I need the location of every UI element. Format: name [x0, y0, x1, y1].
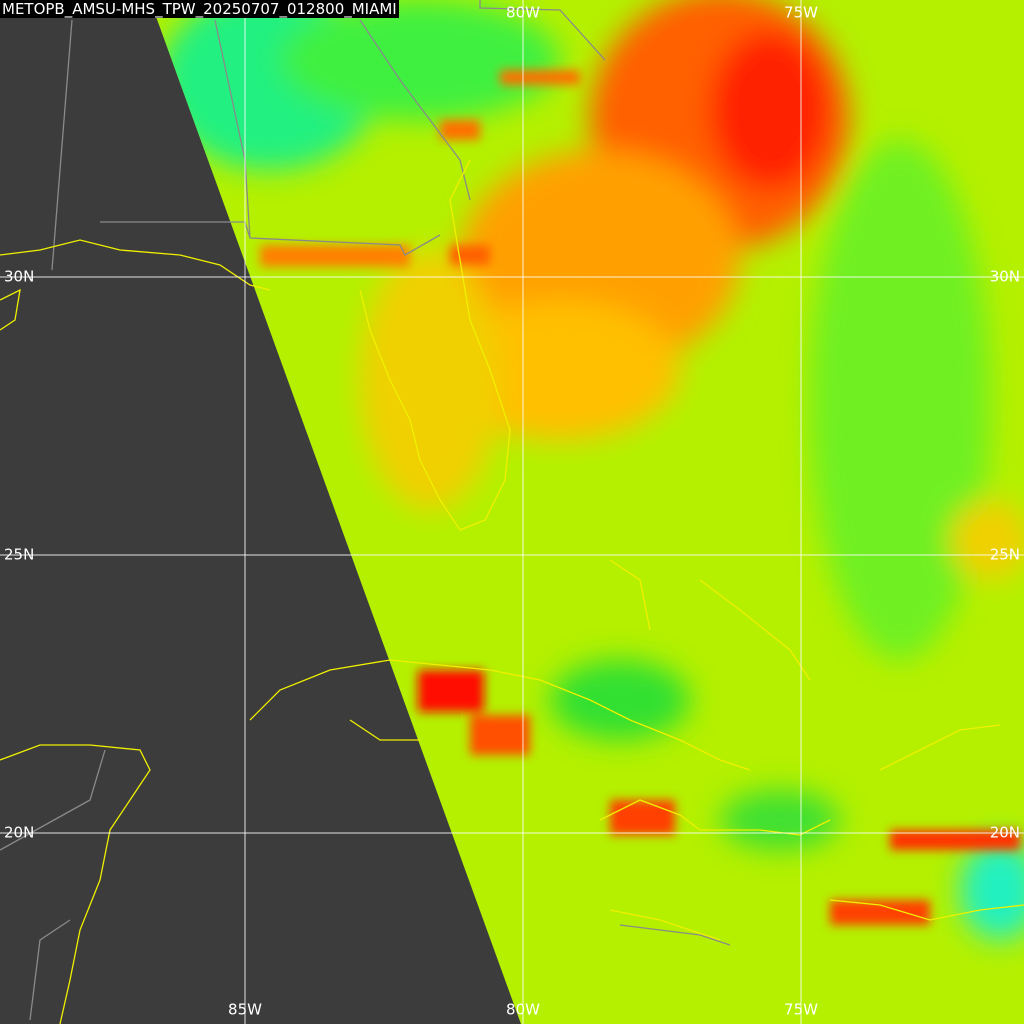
lon-label: 80W — [506, 4, 540, 22]
lon-label: 75W — [784, 4, 818, 22]
lon-label: 80W — [506, 1001, 540, 1019]
lat-label: 20N — [990, 824, 1020, 842]
lat-label: 20N — [4, 824, 34, 842]
product-title: METOPB_AMSU-MHS_TPW_20250707_012800_MIAM… — [0, 0, 399, 18]
lon-label: 85W — [228, 1001, 262, 1019]
lat-label: 25N — [4, 546, 34, 564]
coastlines — [0, 159, 1024, 1024]
lat-label: 30N — [990, 268, 1020, 286]
lon-label: 75W — [784, 1001, 818, 1019]
lat-label: 25N — [990, 546, 1020, 564]
lat-label: 30N — [4, 268, 34, 286]
